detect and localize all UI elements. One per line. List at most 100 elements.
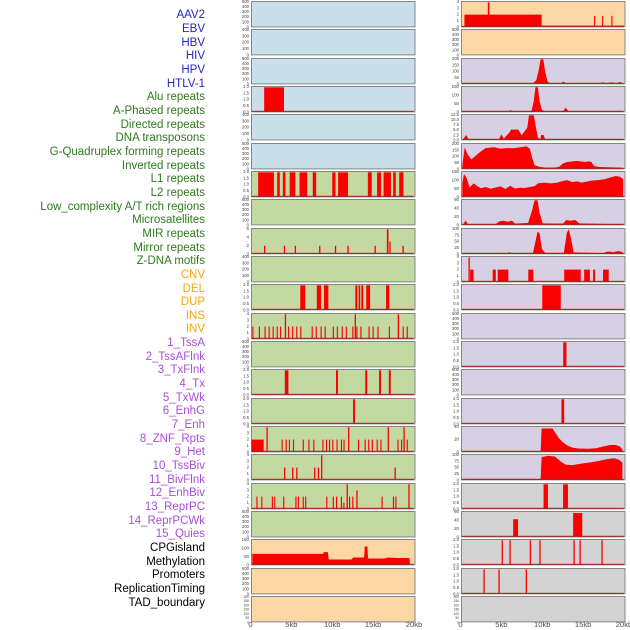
y-tick-label: 100 [243,612,249,616]
y-tick-label: 2 [246,437,249,442]
y-tick-label: 0 [456,223,459,228]
track-plot-Alu repeats: 2.01.5 1.00.50.0 [243,169,415,199]
y-tick-label: 0 [457,620,459,624]
x-axis-tick-right-20kb: 20kb [615,620,630,629]
y-tick-label: 0 [456,449,459,454]
track-label-ReplicationTiming: ReplicationTiming [114,583,205,596]
y-tick-label: 100 [452,331,460,336]
y-tick-label: 100 [452,388,460,393]
y-tick-label: 150 [451,169,459,174]
track-plot-Z-DNA motifs: 5004003002001000 [242,509,415,539]
y-tick-label: 500 [242,56,250,61]
y-tick-label: 0 [456,24,459,29]
y-tick-label: 50 [244,554,249,559]
y-tick-label: 0.5 [243,415,249,420]
y-tick-label: 2 [456,267,459,272]
track-label-10_TssBiv: 10_TssBiv [152,460,205,473]
y-tick-label: 0.0 [453,591,459,596]
y-tick-label: 2.0 [453,566,459,571]
y-tick-label: 0 [456,251,459,256]
y-tick-label: 300 [452,321,460,326]
y-tick-label: 0 [246,563,249,568]
y-tick-label: 0 [456,478,459,483]
track-plot-CPGisland: 2.01.51.0 0.50.0 [453,481,625,511]
track-label-Mirror repeats: Mirror repeats [133,241,205,254]
y-tick-label: 4 [246,481,249,486]
y-tick-label: 0 [246,53,249,58]
y-tick-label: 200 [242,40,250,45]
y-tick-label: 100 [242,218,250,223]
y-tick-label: 0.5 [453,556,459,561]
y-tick-label: 400 [242,112,250,117]
track-label-TAD_boundary: TAD_boundary [128,596,206,609]
y-tick-label: 200 [452,383,460,388]
y-tick-label: 300 [242,151,250,156]
y-tick-label: 100 [242,131,250,136]
y-tick-label: 100 [242,359,250,364]
y-tick-label: 50 [454,75,459,80]
y-tick-label: 100 [242,46,250,51]
y-tick-label: 1.0 [243,380,249,385]
track-plot-2_TssAFlnk: 150 100 50 0 [451,84,625,114]
y-tick-label: 1 [456,273,459,278]
y-tick-label: 1.5 [453,289,459,294]
y-tick-label: 3 [456,260,459,265]
track-plot-Inverted repeats: 432 10 [246,311,415,341]
y-tick-label: 150 [452,147,460,152]
y-tick-label: 4 [456,0,459,4]
y-tick-label: 500 [242,509,250,514]
track-label-HBV: HBV [181,36,205,49]
track-label-Alu repeats: Alu repeats [146,91,205,104]
y-tick-label: 0 [246,534,249,539]
y-tick-label: 400 [242,146,250,151]
y-tick-label: 0.0 [453,506,459,511]
y-tick-label: 400 [452,372,460,377]
y-tick-label: 500 [242,141,250,146]
y-tick-label: 1 [246,471,249,476]
y-tick-label: 20 [454,437,459,442]
y-tick-label: 100 [452,226,460,231]
y-tick-label: 400 [242,61,250,66]
y-tick-label: 50 [454,160,459,165]
track-label-11_BivFlnk: 11_BivFlnk [148,473,205,486]
y-tick-label: 0.0 [453,364,459,369]
y-tick-label: 40 [454,206,459,211]
track-label-Promoters: Promoters [151,569,205,582]
y-tick-label: 0 [246,364,249,369]
y-tick-label: 0.0 [243,109,249,114]
y-tick-label: 2.0 [243,282,249,287]
y-tick-label: 1.5 [243,90,249,95]
y-tick-label: 100 [451,177,459,182]
y-tick-label: 300 [242,119,250,124]
track-plot-Promoters: 2.0 1.51.00.5 0.0 [453,537,625,568]
y-tick-label: 0.5 [243,301,249,306]
y-tick-label: 150 [452,62,460,67]
track-plot-L2 repeats: 2.0 1.51.00.5 0.0 [243,367,415,398]
y-tick-label: 1.0 [243,295,249,300]
y-tick-label: 0.5 [453,585,459,590]
y-tick-label: 2.5 [453,133,459,138]
y-tick-label: 0 [456,109,459,114]
track-label-INV: INV [185,323,205,336]
track-plot-13_ReprPC: 2.01.51.0 0.50.0 [453,396,625,426]
y-tick-label: 200 [242,156,250,161]
y-tick-label: 0 [246,166,249,171]
y-tick-label: 300 [242,576,250,581]
y-tick-label: 1 [456,18,459,23]
y-tick-label: 150 [453,608,459,612]
track-label-INS: INS [185,309,205,322]
y-tick-label: 25 [454,245,459,250]
track-label-Z-DNA motifs: Z-DNA motifs [136,255,205,268]
y-tick-label: 1.0 [453,295,459,300]
y-tick-label: 0 [246,24,249,29]
y-tick-label: 0 [246,591,249,596]
y-tick-label: 300 [243,595,249,599]
